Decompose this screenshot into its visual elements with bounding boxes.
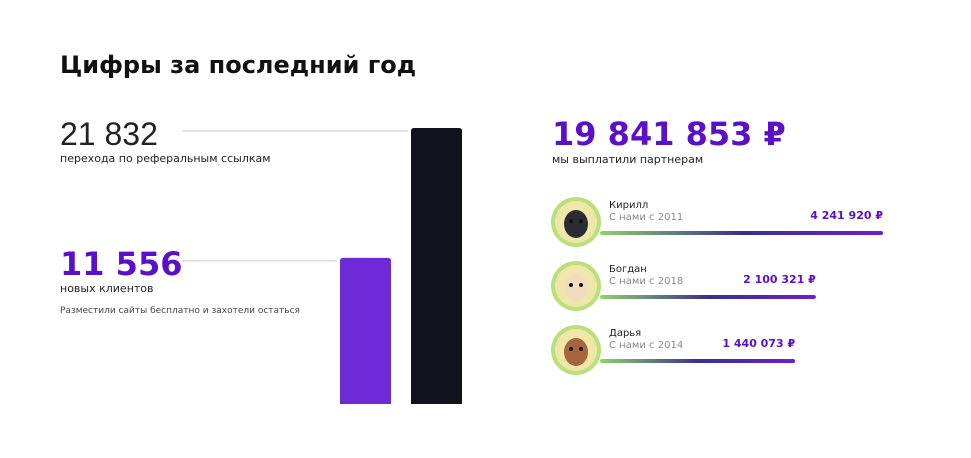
bar <box>411 128 462 404</box>
avatar-eye <box>569 219 573 223</box>
payout-caption: мы выплатили партнерам <box>552 153 703 166</box>
stat-number: 21 832 <box>60 116 158 152</box>
partner-name: Богдан <box>609 264 647 275</box>
avatar-face <box>564 338 588 366</box>
partner-since: С нами с 2011 <box>609 212 683 223</box>
section-title: Цифры за последний год <box>60 51 416 79</box>
stat-caption: новых клиентов <box>60 282 154 295</box>
partner-name: Дарья <box>609 328 641 339</box>
partner-amount: 2 100 321 ₽ <box>743 273 816 286</box>
partner-amount: 1 440 073 ₽ <box>722 337 795 350</box>
partner-bar <box>600 295 816 299</box>
avatar-eye <box>579 219 583 223</box>
payout-total: 19 841 853 ₽ <box>552 115 786 153</box>
avatar-eye <box>579 347 583 351</box>
avatar-eye <box>569 347 573 351</box>
avatar-eye <box>579 283 583 287</box>
stat-caption: перехода по реферальным ссылкам <box>60 152 271 165</box>
stat-note: Разместили сайты бесплатно и захотели ос… <box>60 306 300 316</box>
partner-bar <box>600 231 883 235</box>
partner-since: С нами с 2018 <box>609 276 683 287</box>
avatar-eye <box>569 283 573 287</box>
partner-bar <box>600 359 796 363</box>
avatar-face <box>564 274 588 302</box>
partner-since: С нами с 2014 <box>609 340 683 351</box>
partner-amount: 4 241 920 ₽ <box>810 209 883 222</box>
avatar-face <box>564 210 588 238</box>
bar <box>340 257 391 404</box>
partner-name: Кирилл <box>609 200 648 211</box>
stat-number: 11 556 <box>60 245 182 283</box>
